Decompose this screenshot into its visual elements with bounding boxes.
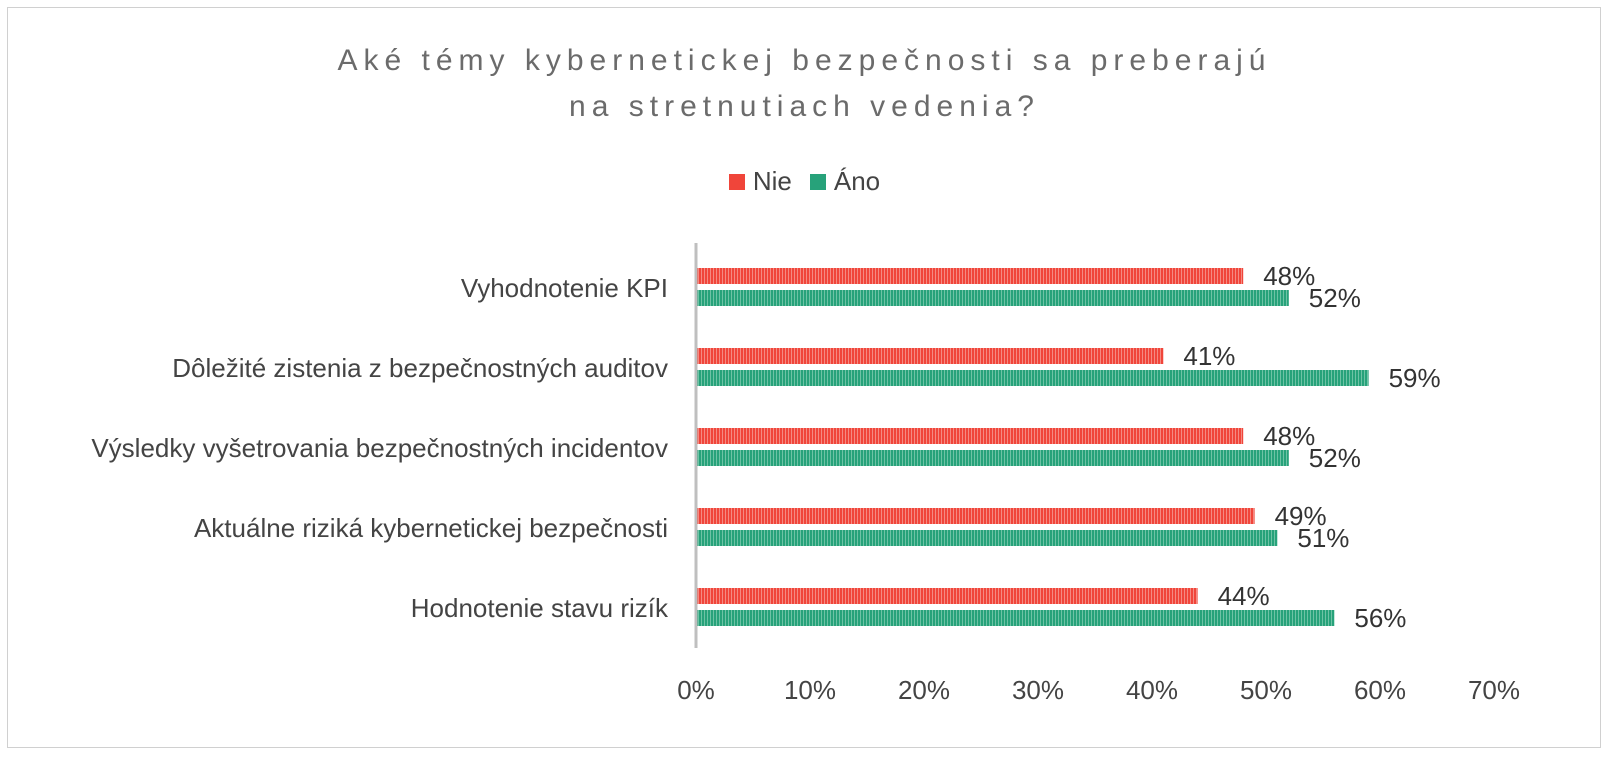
chart-legend: Nie Áno [0,166,1609,197]
chart-title: Aké témy kybernetickej bezpečnosti sa pr… [0,38,1609,130]
chart-title-line-2: na stretnutiach vedenia? [569,90,1040,123]
bar-ano [696,370,1369,386]
x-tick-label: 50% [1240,675,1292,705]
category-label: Výsledky vyšetrovania bezpečnostných inc… [91,433,668,463]
bar-ano [696,530,1278,546]
x-tick-label: 40% [1126,675,1178,705]
x-tick-label: 70% [1468,675,1520,705]
category-label: Aktuálne riziká kybernetickej bezpečnost… [194,513,668,543]
x-tick-label: 60% [1354,675,1406,705]
bar-nie [696,348,1164,364]
bar-nie [696,428,1244,444]
legend-label-ano: Áno [833,166,881,196]
legend-swatch-ano [809,173,826,190]
data-label-nie: 48% [1263,261,1315,291]
bar-nie [696,588,1198,604]
x-tick-label: 0% [677,675,715,705]
legend-label-nie: Nie [752,166,792,196]
bar-nie [696,508,1255,524]
data-label-nie: 48% [1263,421,1315,451]
data-label-nie: 49% [1275,501,1327,531]
x-tick-label: 10% [784,675,836,705]
data-label-nie: 44% [1218,581,1270,611]
bar-ano [696,290,1289,306]
bar-ano [696,610,1335,626]
category-label: Vyhodnotenie KPI [461,273,668,303]
data-label-nie: 41% [1183,341,1235,371]
data-label-ano: 56% [1354,603,1406,633]
category-label: Dôležité zistenia z bezpečnostných audit… [172,353,668,383]
x-tick-label: 30% [1012,675,1064,705]
legend-item-nie: Nie [728,166,792,197]
bar-ano [696,450,1289,466]
chart-title-line-1: Aké témy kybernetickej bezpečnosti sa pr… [337,44,1272,77]
legend-swatch-nie [728,173,745,190]
data-label-ano: 59% [1389,363,1441,393]
category-label: Hodnotenie stavu rizík [411,593,669,623]
data-label-ano: 52% [1309,283,1361,313]
bar-nie [696,268,1244,284]
data-label-ano: 52% [1309,443,1361,473]
x-tick-label: 20% [898,675,950,705]
data-label-ano: 51% [1297,523,1349,553]
legend-item-ano: Áno [809,166,881,197]
